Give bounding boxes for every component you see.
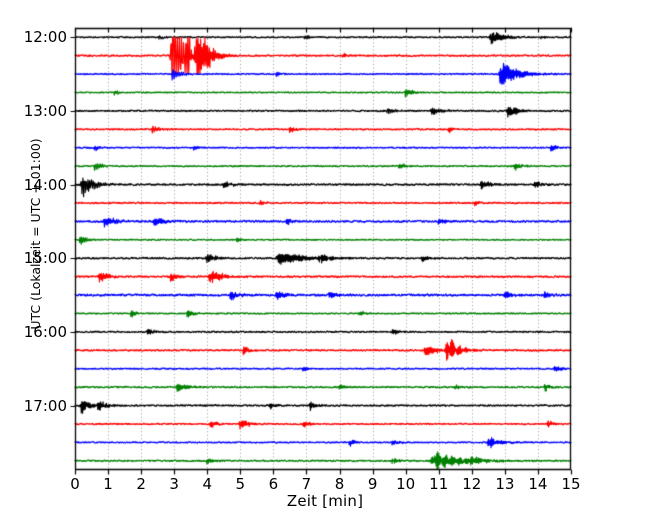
x-tick-label-7: 7 [301,475,312,493]
x-tick-label-11: 11 [429,475,449,493]
x-tick-label-6: 6 [268,475,279,493]
y-tick-label-1400: 14:00 [23,175,67,194]
y-tick-label-1200: 12:00 [23,28,67,47]
y-tick-label-1600: 16:00 [23,322,67,341]
y-tick-label-1700: 17:00 [23,396,67,415]
y-axis-label: UTC (Lokalzeit = UTC + 01:00) [28,138,43,330]
x-tick-label-15: 15 [561,475,581,493]
x-tick-label-0: 0 [70,475,80,493]
x-tick-label-2: 2 [136,475,146,493]
y-tick-label-1300: 13:00 [23,101,67,120]
x-tick-label-3: 3 [169,475,179,493]
x-tick-label-4: 4 [202,475,213,493]
y-tick-label-1500: 15:00 [23,249,67,268]
x-tick-label-5: 5 [235,475,246,493]
x-tick-label-8: 8 [334,475,345,493]
x-tick-label-14: 14 [528,475,548,493]
x-axis-label: Zeit [min] [286,492,364,510]
x-tick-label-9: 9 [367,475,378,493]
x-tick-label-1: 1 [103,475,113,493]
x-tick-label-13: 13 [495,475,515,493]
x-tick-label-12: 12 [462,475,482,493]
x-tick-label-10: 10 [396,475,416,493]
